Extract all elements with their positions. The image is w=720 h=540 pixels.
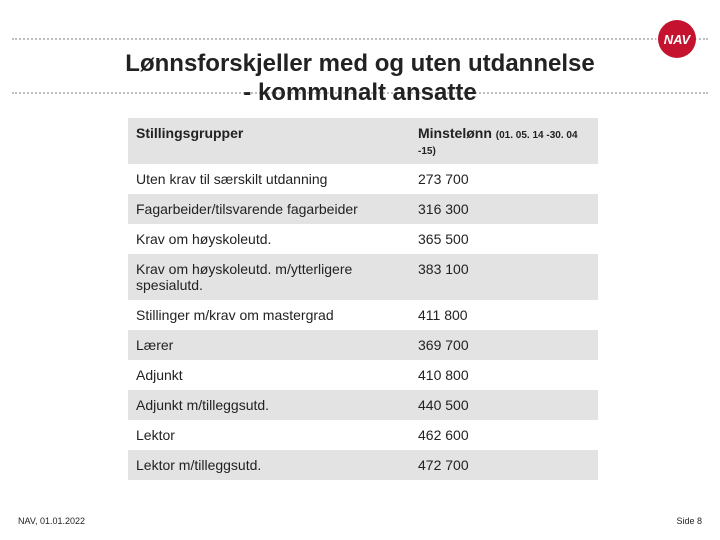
title-line-2: - kommunalt ansatte — [0, 79, 720, 108]
cell-group: Krav om høyskoleutd. — [128, 224, 410, 254]
cell-group: Adjunkt — [128, 360, 410, 390]
footer-left: NAV, 01.01.2022 — [18, 516, 85, 526]
cell-group: Adjunkt m/tilleggsutd. — [128, 390, 410, 420]
table-row: Uten krav til særskilt utdanning 273 700 — [128, 164, 598, 194]
cell-salary: 440 500 — [410, 390, 598, 420]
table-row: Lærer 369 700 — [128, 330, 598, 360]
cell-group: Krav om høyskoleutd. m/ytterligere spesi… — [128, 254, 410, 300]
table-row: Krav om høyskoleutd. m/ytterligere spesi… — [128, 254, 598, 300]
header-group: Stillingsgrupper — [128, 118, 410, 164]
table-body: Uten krav til særskilt utdanning 273 700… — [128, 164, 598, 480]
header-salary-main: Minstelønn — [418, 125, 492, 141]
footer-right: Side 8 — [676, 516, 702, 526]
table-row: Fagarbeider/tilsvarende fagarbeider 316 … — [128, 194, 598, 224]
page-title: Lønnsforskjeller med og uten utdannelse … — [0, 50, 720, 108]
cell-group: Lærer — [128, 330, 410, 360]
salary-table: Stillingsgrupper Minstelønn (01. 05. 14 … — [128, 118, 598, 480]
cell-salary: 472 700 — [410, 450, 598, 480]
table-row: Stillinger m/krav om mastergrad 411 800 — [128, 300, 598, 330]
salary-table-wrap: Stillingsgrupper Minstelønn (01. 05. 14 … — [128, 118, 598, 480]
cell-salary: 316 300 — [410, 194, 598, 224]
title-line-1: Lønnsforskjeller med og uten utdannelse — [0, 50, 720, 79]
table-row: Lektor m/tilleggsutd. 472 700 — [128, 450, 598, 480]
table-row: Adjunkt 410 800 — [128, 360, 598, 390]
divider-top — [12, 38, 708, 40]
cell-salary: 365 500 — [410, 224, 598, 254]
cell-salary: 411 800 — [410, 300, 598, 330]
cell-salary: 273 700 — [410, 164, 598, 194]
table-header-row: Stillingsgrupper Minstelønn (01. 05. 14 … — [128, 118, 598, 164]
nav-logo-text: NAV — [664, 32, 690, 47]
header-salary: Minstelønn (01. 05. 14 -30. 04 -15) — [410, 118, 598, 164]
cell-salary: 369 700 — [410, 330, 598, 360]
cell-group: Uten krav til særskilt utdanning — [128, 164, 410, 194]
cell-group: Lektor m/tilleggsutd. — [128, 450, 410, 480]
table-row: Krav om høyskoleutd. 365 500 — [128, 224, 598, 254]
cell-salary: 383 100 — [410, 254, 598, 300]
cell-group: Fagarbeider/tilsvarende fagarbeider — [128, 194, 410, 224]
cell-salary: 410 800 — [410, 360, 598, 390]
cell-salary: 462 600 — [410, 420, 598, 450]
cell-group: Lektor — [128, 420, 410, 450]
slide: NAV Lønnsforskjeller med og uten utdanne… — [0, 0, 720, 540]
table-row: Adjunkt m/tilleggsutd. 440 500 — [128, 390, 598, 420]
cell-group: Stillinger m/krav om mastergrad — [128, 300, 410, 330]
table-row: Lektor 462 600 — [128, 420, 598, 450]
